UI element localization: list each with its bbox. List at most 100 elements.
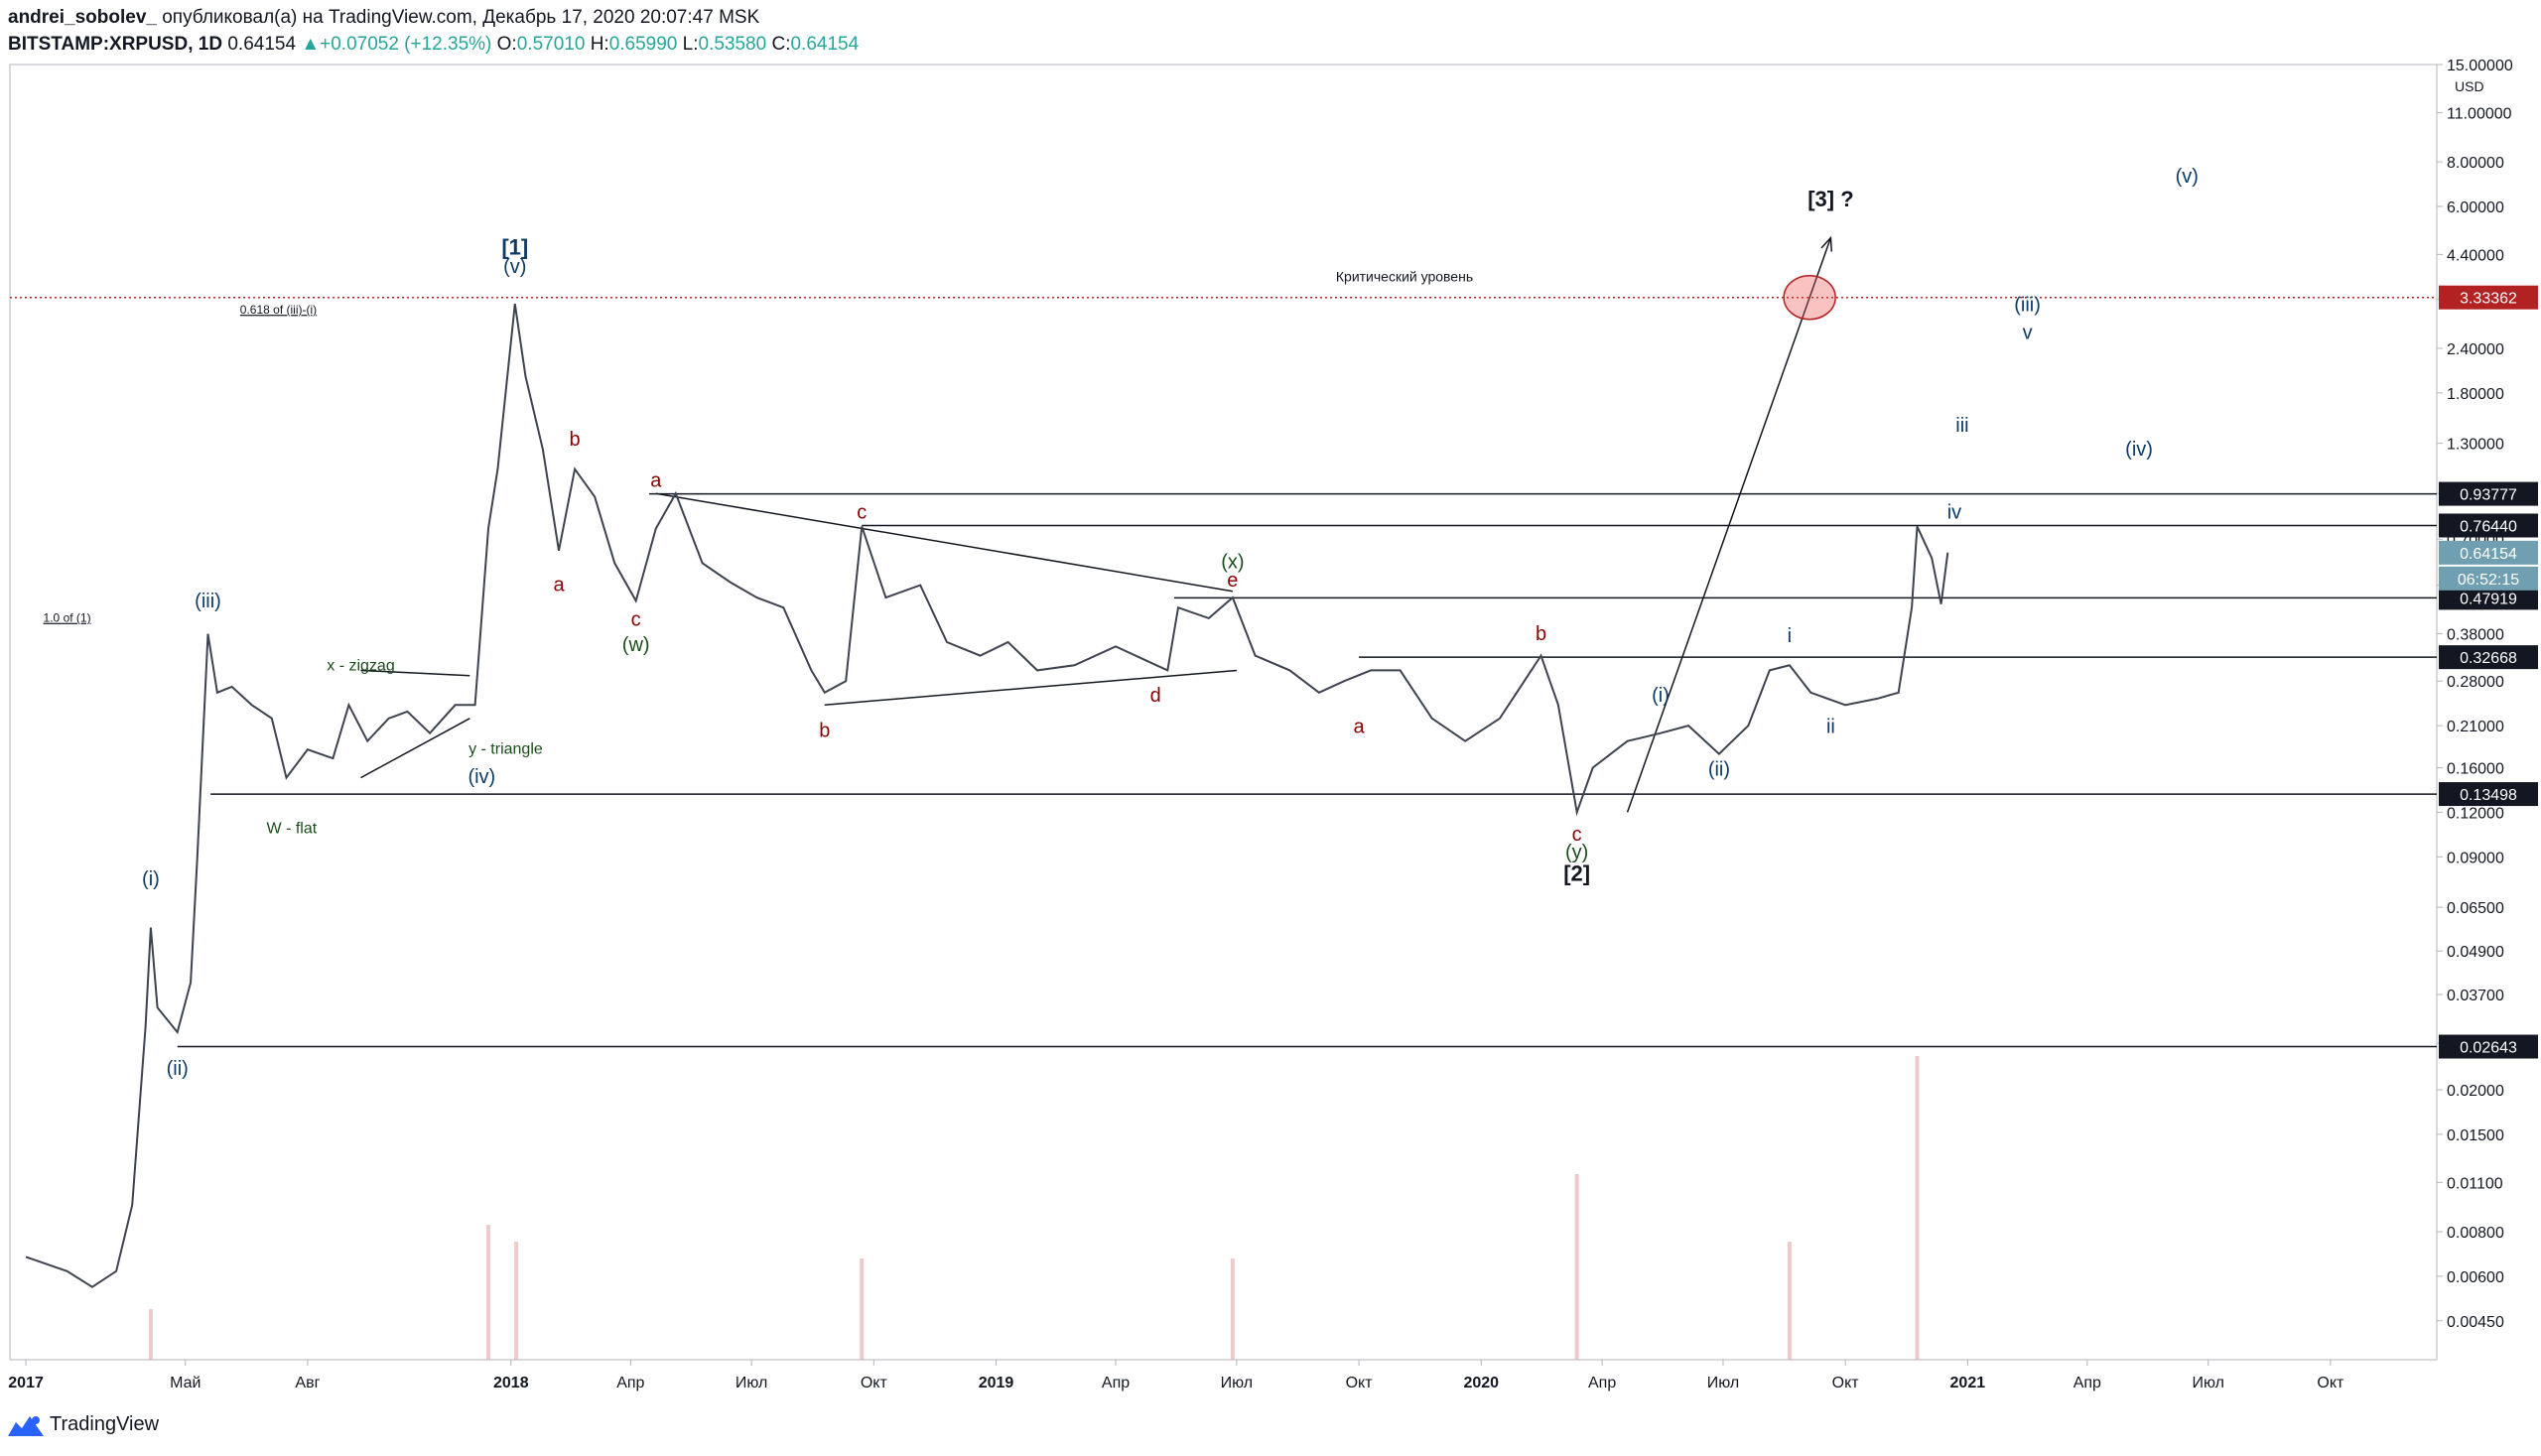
low-label: L: [682,34,699,55]
y-tick-label: 0.28000 [2447,674,2504,691]
tradingview-logo-icon [8,1415,44,1436]
level-label-box [2439,645,2538,670]
y-tick-label: 1.30000 [2447,437,2504,454]
level-label-text: 0.76440 [2460,518,2517,535]
volume-bar [1574,1174,1579,1360]
wave-label: iii [1955,415,1968,437]
author-name[interactable]: andrei_sobolev_ [8,7,157,28]
tradingview-logo[interactable]: TradingView [8,1413,159,1436]
y-tick-label: 0.04900 [2447,944,2504,961]
wave-label: (v) [503,256,526,278]
price-line [25,303,1949,1288]
wave-annotations: [1](v)0.618 of (iii)-(i)1.0 of (1)(iii)(… [44,166,2199,1080]
wave-label: d [1150,685,1161,707]
wave-label: b [1536,623,1546,645]
critical-level-label-box [2439,285,2538,310]
level-label-box [2439,481,2538,506]
chart-header: andrei_sobolev_ опубликовал(а) на Tradin… [8,4,859,58]
y-tick-label: 0.01500 [2447,1127,2504,1144]
trendline [360,718,470,779]
y-tick-label: 0.00600 [2447,1269,2504,1286]
critical-level-text: Критический уровень [1336,269,1473,285]
y-tick-label: 11.00000 [2447,105,2512,122]
wave-label: iv [1947,501,1961,523]
y-tick-label: 0.02000 [2447,1083,2504,1100]
low-value: 0.53580 [698,34,767,55]
x-tick-label: 2021 [1950,1375,1986,1391]
wave-label: 1.0 of (1) [44,611,91,625]
wave-label: (iv) [2125,439,2153,461]
high-value: 0.65990 [608,34,678,55]
symbol-line: BITSTAMP:XRPUSD, 1D 0.64154 ▲+0.07052 (+… [8,31,859,58]
volume-bar [860,1258,865,1360]
x-tick-label: Июл [736,1375,767,1391]
y-tick-label: 0.09000 [2447,850,2504,866]
trendlines [360,235,1836,813]
wave-label: (w) [622,634,650,656]
level-label-box [2439,782,2538,807]
y-tick-label: 0.06500 [2447,900,2504,917]
x-tick-label: 2019 [979,1375,1014,1391]
level-label-text: 0.93777 [2460,487,2517,504]
wave-label: (ii) [167,1058,189,1080]
symbol-name[interactable]: BITSTAMP:XRPUSD, 1D [8,34,223,55]
x-tick-label: Окт [861,1375,888,1391]
wave-label: c [631,609,641,631]
y-tick-label: 0.12000 [2447,805,2504,822]
current-price-label-text: 0.64154 [2460,546,2517,563]
countdown-box [2439,566,2538,591]
x-tick-label: Окт [1832,1375,1860,1391]
wave-label: (v) [2176,166,2199,188]
trendline [655,492,1233,593]
x-tick-label: Июл [1707,1375,1739,1391]
time-axis[interactable]: 2017 Май Авг 2018 Апр Июл Окт 2019 Апр Июл Окт 2020… [8,1360,2344,1391]
y-tick-label: 0.16000 [2447,761,2504,778]
level-label-text: 0.47919 [2460,591,2517,607]
wave-label: e [1227,570,1238,592]
publish-info: опубликовал(а) на TradingView.com, Декаб… [162,7,760,28]
wave-label: ii [1826,717,1835,738]
wave-label: b [570,429,581,451]
publish-line: andrei_sobolev_ опубликовал(а) на Tradin… [8,4,859,31]
last-price: 0.64154 [227,34,297,55]
close-value: 0.64154 [790,34,860,55]
price-change: +0.07052 (+12.35%) [320,34,492,55]
countdown-text: 06:52:15 [2458,572,2519,589]
wave-label: [2] [1563,861,1590,886]
level-label-box [2439,1034,2538,1059]
price-series [25,303,1949,1288]
price-axis[interactable]: 15.0000011.000008.000006.000004.400003.3… [2437,58,2513,1331]
volume-bar [1230,1258,1235,1360]
current-price-label-box [2439,540,2538,565]
y-tick-label: 6.00000 [2447,199,2504,216]
level-label-text: 0.13498 [2460,787,2517,804]
wave-label: a [553,575,565,596]
wave-label: (y) [1565,842,1588,863]
trendline [360,669,470,677]
y-tick-label: 0.00800 [2447,1225,2504,1242]
x-tick-label: 2020 [1463,1375,1499,1391]
x-tick-label: Июл [1221,1375,1253,1391]
wave-label: [1] [501,234,528,259]
volume-layer [148,1056,1920,1360]
x-tick-label: Апр [1588,1375,1616,1391]
x-tick-label: Май [170,1375,201,1391]
projection-arrow-line [1626,237,1832,813]
y-tick-label: 0.21000 [2447,719,2504,735]
wave-label: (iv) [468,766,495,788]
wave-label: (i) [1652,685,1670,707]
volume-bar [486,1225,491,1360]
wave-label: W - flat [267,820,318,837]
price-axis-labels: 0.93777 0.76440 0.47919 0.32668 0.13498 0.026… [2439,285,2538,1059]
volume-bar [1915,1056,1920,1360]
wave-label: 0.618 of (iii)-(i) [240,303,317,317]
level-label-box [2439,513,2538,538]
x-tick-label: Апр [1102,1375,1130,1391]
y-tick-label: 0.38000 [2447,627,2504,644]
volume-bar [1787,1242,1792,1360]
x-tick-label: Апр [616,1375,644,1391]
brand-name: TradingView [50,1413,160,1435]
critical-level-label-text: 3.33362 [2460,291,2517,308]
wave-label: i [1788,625,1792,647]
